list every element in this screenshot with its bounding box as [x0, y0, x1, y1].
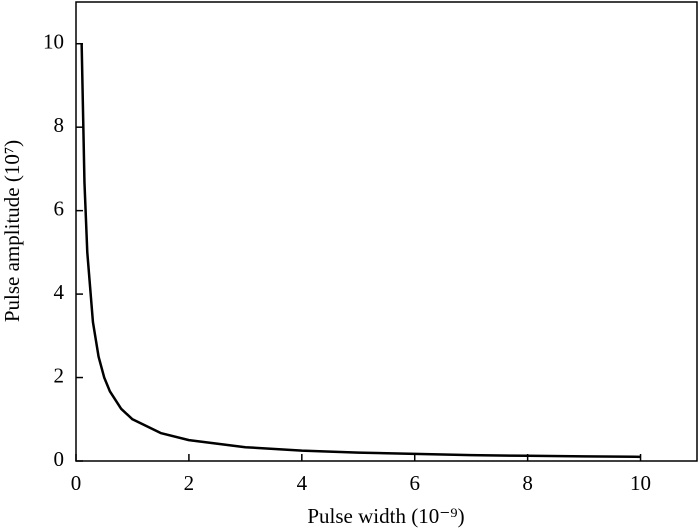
y-tick-label: 0 [54, 447, 65, 471]
y-tick-label: 8 [54, 113, 65, 137]
x-tick-label: 10 [630, 471, 651, 495]
x-tick-label: 8 [522, 471, 533, 495]
y-tick-label: 2 [54, 363, 65, 387]
data-line [80, 43, 641, 459]
y-tick-label: 10 [43, 30, 64, 54]
x-tick-label: 6 [409, 471, 420, 495]
x-tick-label: 2 [184, 471, 195, 495]
x-tick-label: 0 [71, 471, 82, 495]
y-axis-label: Pulse amplitude (10⁷) [0, 140, 24, 322]
y-tick-label: 6 [54, 196, 65, 220]
x-axis-label: Pulse width (10⁻⁹) [307, 504, 464, 528]
x-tick-label: 4 [297, 471, 308, 495]
y-tick-label: 4 [54, 280, 65, 304]
plot-frame [75, 1, 698, 462]
